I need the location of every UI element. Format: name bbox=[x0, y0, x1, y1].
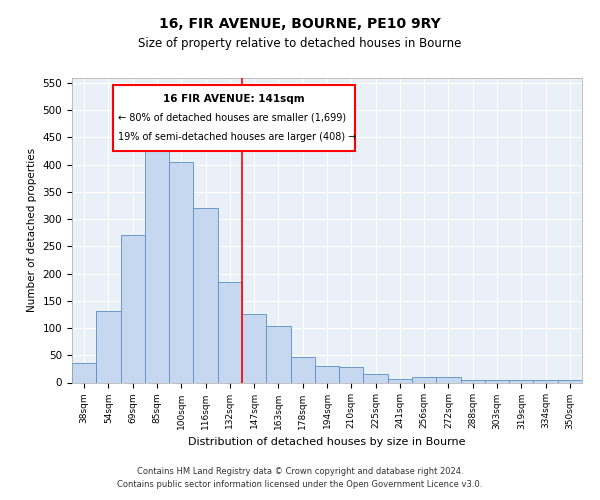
Text: 19% of semi-detached houses are larger (408) →: 19% of semi-detached houses are larger (… bbox=[118, 132, 356, 142]
Bar bbox=[242, 314, 266, 382]
Bar bbox=[364, 374, 388, 382]
Bar bbox=[558, 380, 582, 382]
Bar bbox=[461, 380, 485, 382]
Bar bbox=[412, 377, 436, 382]
Y-axis label: Number of detached properties: Number of detached properties bbox=[27, 148, 37, 312]
FancyBboxPatch shape bbox=[113, 85, 355, 150]
Bar bbox=[533, 380, 558, 382]
Text: Contains public sector information licensed under the Open Government Licence v3: Contains public sector information licen… bbox=[118, 480, 482, 489]
Bar bbox=[339, 367, 364, 382]
Bar bbox=[72, 364, 96, 382]
Text: ← 80% of detached houses are smaller (1,699): ← 80% of detached houses are smaller (1,… bbox=[118, 112, 346, 122]
Bar bbox=[96, 310, 121, 382]
X-axis label: Distribution of detached houses by size in Bourne: Distribution of detached houses by size … bbox=[188, 437, 466, 447]
Bar bbox=[436, 377, 461, 382]
Bar bbox=[193, 208, 218, 382]
Bar bbox=[218, 282, 242, 382]
Text: Size of property relative to detached houses in Bourne: Size of property relative to detached ho… bbox=[139, 38, 461, 51]
Text: Contains HM Land Registry data © Crown copyright and database right 2024.: Contains HM Land Registry data © Crown c… bbox=[137, 467, 463, 476]
Text: 16, FIR AVENUE, BOURNE, PE10 9RY: 16, FIR AVENUE, BOURNE, PE10 9RY bbox=[159, 18, 441, 32]
Bar bbox=[169, 162, 193, 382]
Bar bbox=[121, 236, 145, 382]
Text: 16 FIR AVENUE: 141sqm: 16 FIR AVENUE: 141sqm bbox=[163, 94, 305, 104]
Bar bbox=[266, 326, 290, 382]
Bar bbox=[485, 380, 509, 382]
Bar bbox=[509, 380, 533, 382]
Bar bbox=[290, 358, 315, 382]
Bar bbox=[388, 378, 412, 382]
Bar bbox=[145, 146, 169, 382]
Bar bbox=[315, 366, 339, 382]
